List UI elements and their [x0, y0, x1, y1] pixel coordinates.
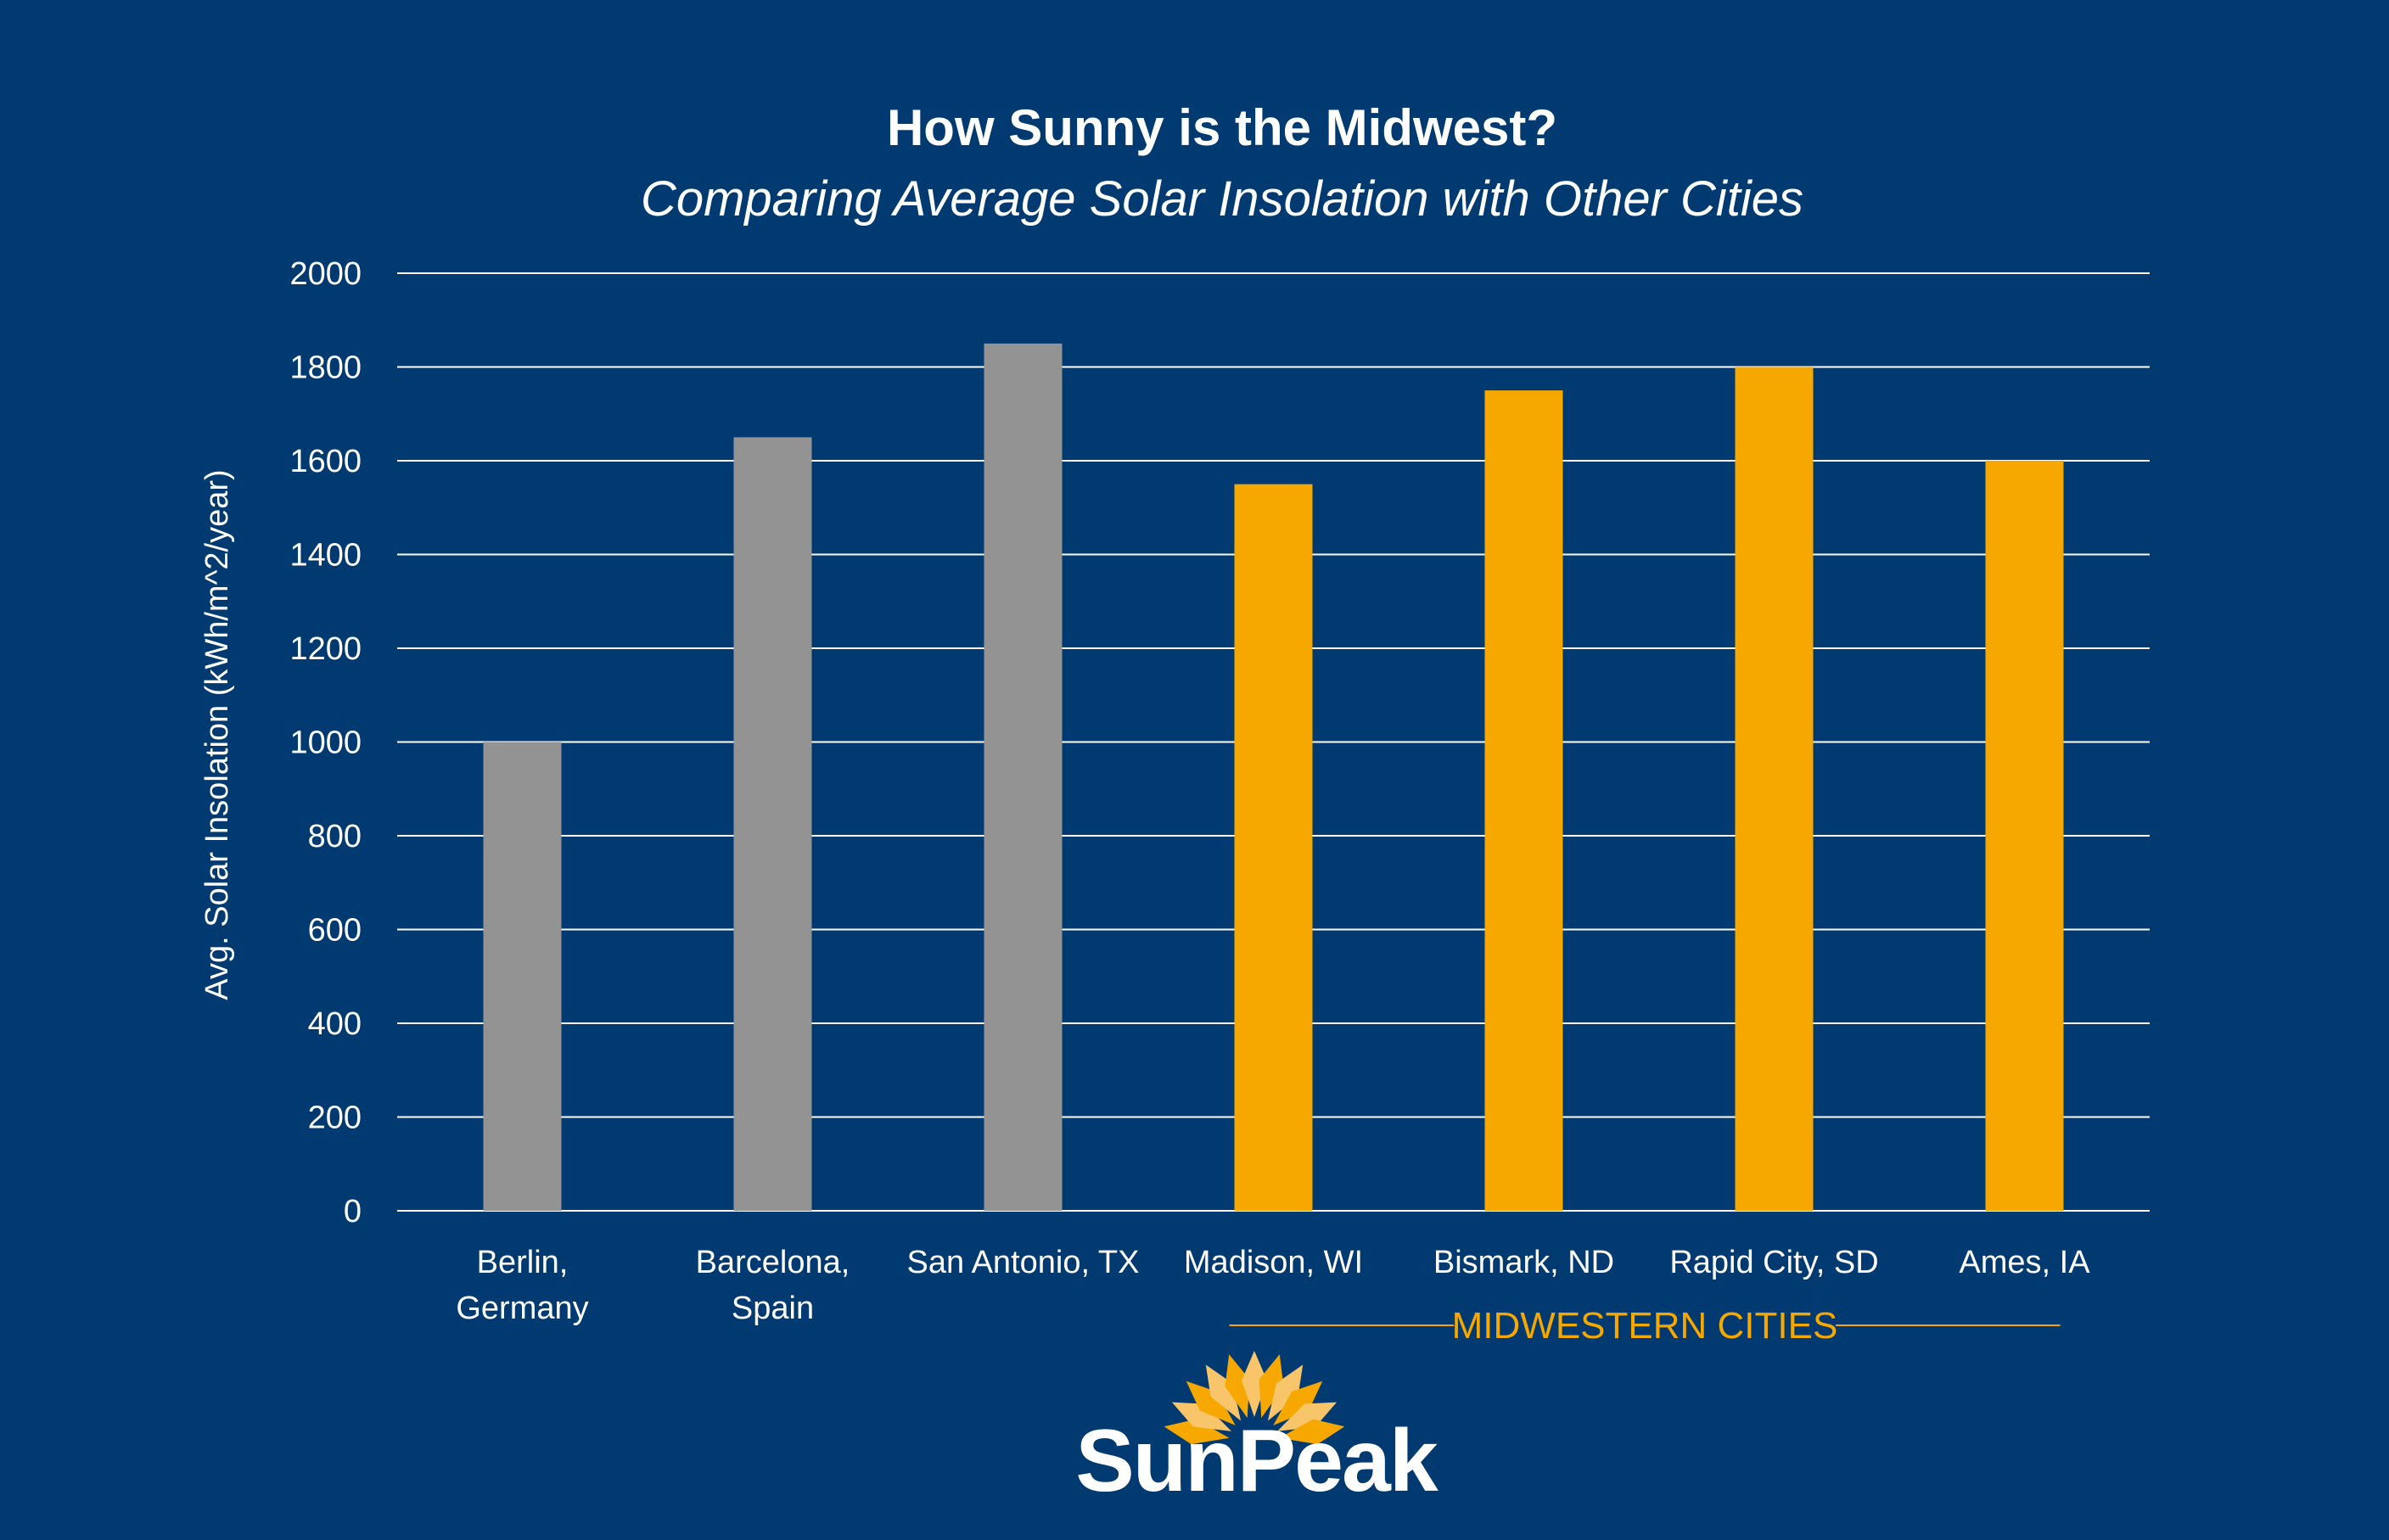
y-tick-label: 200: [308, 1100, 362, 1136]
sun-ray: [1279, 1419, 1345, 1445]
y-tick-label: 400: [308, 1006, 362, 1042]
sun-ray: [1225, 1354, 1250, 1419]
x-category-label: Spain: [732, 1291, 814, 1326]
x-category-label: Madison, WI: [1184, 1245, 1363, 1280]
sun-ray: [1267, 1364, 1304, 1421]
y-tick-label: 600: [308, 913, 362, 949]
logo-text: SunPeak: [1075, 1412, 1438, 1510]
y-tick-label: 1200: [289, 631, 362, 667]
midwest-group: MIDWESTERN CITIES: [1229, 1305, 2061, 1347]
bar: [1985, 461, 2064, 1211]
y-axis-ticks: 0 200 400 600 800 1000 1200 1400 1600 1800 2000: [289, 256, 362, 1229]
x-category-label: Bismark, ND: [1433, 1245, 1614, 1280]
x-category-label: Berlin,: [477, 1245, 569, 1280]
x-category-label: Germany: [456, 1291, 588, 1326]
x-axis-categories: Berlin, Germany Barcelona, Spain San Antonio…: [456, 1245, 2090, 1326]
x-category-label: Barcelona,: [696, 1245, 850, 1280]
y-axis-label: Avg. Solar Insolation (kWh/m^2/year): [199, 469, 235, 1000]
sun-ray: [1276, 1402, 1338, 1431]
sun-ray: [1242, 1351, 1267, 1417]
bar: [733, 437, 812, 1211]
y-tick-label: 2000: [289, 256, 362, 292]
bar: [1735, 367, 1814, 1211]
y-tick-label: 1400: [289, 538, 362, 574]
x-category-label: Ames, IA: [1959, 1245, 2090, 1280]
y-tick-label: 800: [308, 819, 362, 854]
bars: [483, 343, 2064, 1211]
sun-ray: [1164, 1419, 1230, 1445]
bar: [1234, 484, 1313, 1211]
chart-subtitle: Comparing Average Solar Insolation with …: [641, 171, 1803, 227]
bar: [483, 742, 562, 1211]
sun-ray: [1259, 1354, 1284, 1419]
bar: [984, 343, 1063, 1211]
x-category-label: Rapid City, SD: [1669, 1245, 1878, 1280]
sun-ray: [1171, 1402, 1232, 1431]
group-label: MIDWESTERN CITIES: [1452, 1305, 1838, 1347]
y-tick-label: 1600: [289, 444, 362, 479]
sunburst-icon: [1164, 1351, 1345, 1445]
y-tick-label: 0: [344, 1194, 362, 1229]
x-category-label: San Antonio, TX: [907, 1245, 1140, 1280]
sun-ray: [1205, 1364, 1242, 1421]
y-tick-label: 1000: [289, 725, 362, 761]
chart-title: How Sunny is the Midwest?: [887, 99, 1557, 156]
sun-ray: [1273, 1380, 1323, 1425]
bar: [1484, 390, 1563, 1211]
sun-ray: [1186, 1380, 1236, 1425]
y-tick-label: 1800: [289, 350, 362, 386]
sunpeak-logo: SunPeak: [1075, 1351, 1440, 1510]
